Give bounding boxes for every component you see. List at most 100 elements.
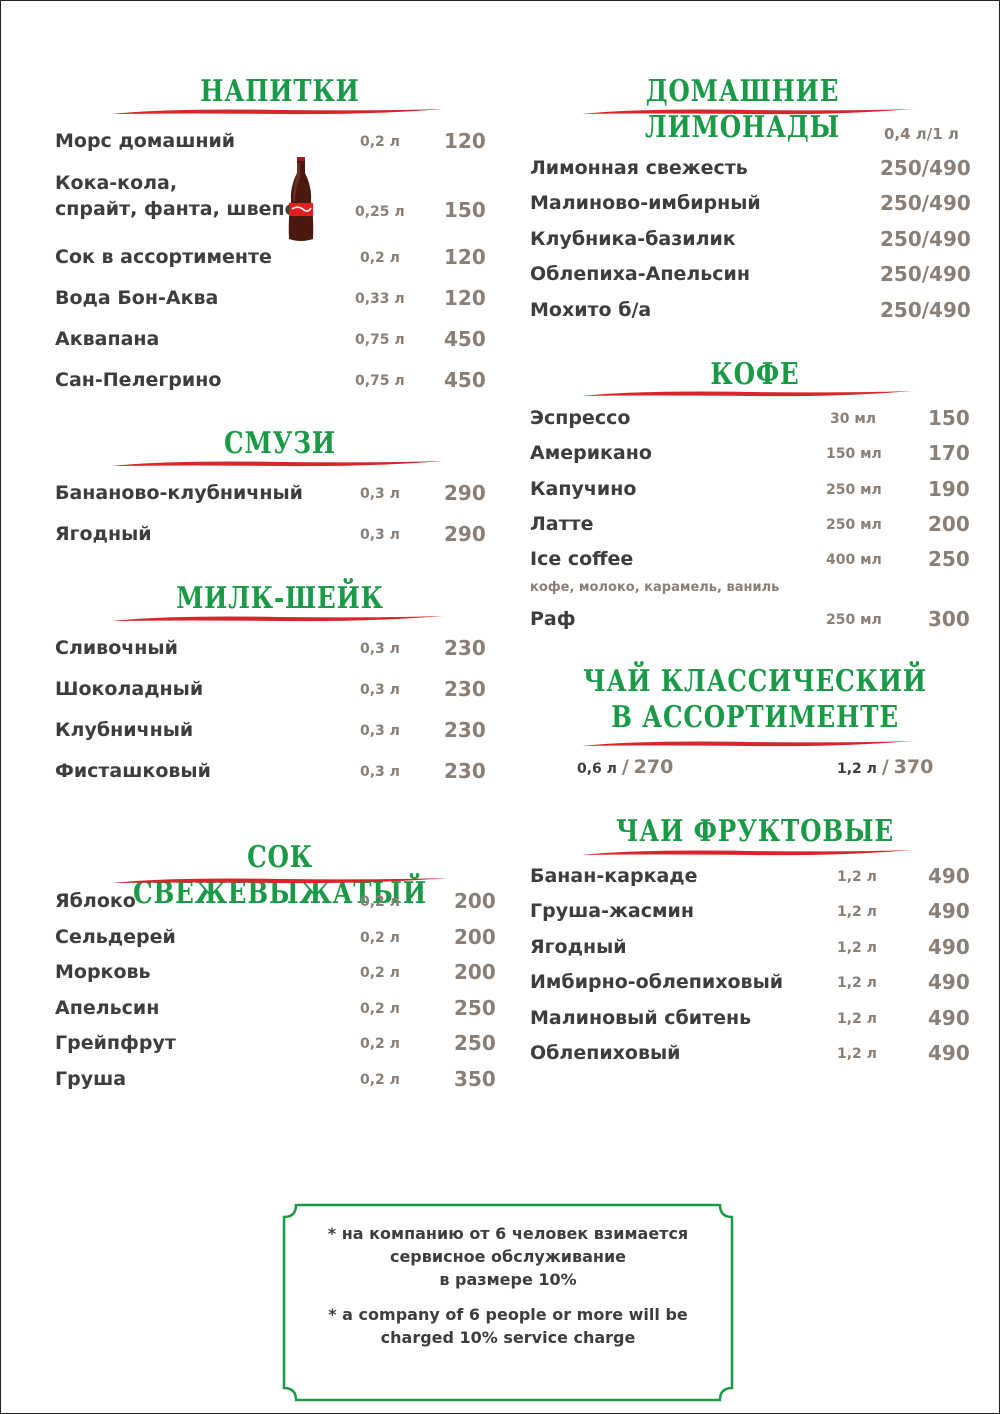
menu-item: Сельдерей 0,2 л 200 [55, 925, 496, 955]
price-separator: / [881, 756, 889, 778]
service-note-ru-line2: сервисное обслуживание [389, 1247, 627, 1266]
menu-item: Клубничный 0,3 л 230 [55, 718, 486, 748]
item-volume: 0,75 л [355, 373, 405, 389]
item-name: Малиново-имбирный [530, 192, 761, 214]
item-price: 250 [454, 1031, 496, 1055]
menu-item: Капучино 250 мл 190 [530, 477, 970, 507]
item-name: Груша [55, 1068, 127, 1090]
menu-item: Шоколадный 0,3 л 230 [55, 677, 486, 707]
item-price: 490 [928, 864, 970, 888]
item-price: 490 [928, 935, 970, 959]
section-title-smuzi: СМУЗИ [224, 426, 336, 461]
item-price: 120 [444, 245, 486, 269]
item-volume: 150 мл [826, 446, 882, 462]
item-name: Лимонная свежесть [530, 157, 748, 179]
item-name: Банан-каркаде [530, 865, 698, 887]
section-title-napitki: НАПИТКИ [200, 74, 360, 109]
item-price: 250/490 [880, 298, 971, 322]
menu-item: Морковь 0,2 л 200 [55, 960, 496, 990]
item-price: 200 [454, 889, 496, 913]
menu-item: Кока-кола, спрайт, фанта, швепс 0,25 л 1… [55, 171, 486, 223]
menu-item: Груша 0,2 л 350 [55, 1067, 496, 1097]
item-price: 190 [928, 477, 970, 501]
item-name: Облепиховый [530, 1042, 681, 1064]
item-volume: 0,2 л [360, 1072, 400, 1088]
item-volume: 0,2 л [360, 894, 400, 910]
item-name: Эспрессо [530, 407, 631, 429]
item-price: 170 [928, 441, 970, 465]
item-volume: 30 мл [830, 411, 877, 427]
item-price: 230 [444, 636, 486, 660]
item-price: 250 [928, 547, 970, 571]
menu-item: Мохито б/а 250/490 [530, 298, 971, 328]
item-volume: 0,2 л [360, 1001, 400, 1017]
item-volume: 0,3 л [360, 764, 400, 780]
menu-item: Раф 250 мл 300 [530, 607, 970, 637]
menu-item: Груша-жасмин 1,2 л 490 [530, 899, 970, 929]
menu-item: Яблоко 0,2 л 200 [55, 889, 496, 919]
item-name: Ice coffee [530, 548, 634, 570]
service-charge-frame [282, 1203, 734, 1402]
item-price: 150 [928, 406, 970, 430]
section-underline [112, 109, 443, 115]
item-price: 290 [444, 522, 486, 546]
section-underline [582, 109, 913, 115]
section-title-tea-fruit: ЧАИ ФРУКТОВЫЕ [615, 814, 894, 849]
item-name: Клубника-базилик [530, 228, 736, 250]
item-name: Сан-Пелегрино [55, 369, 222, 391]
section-underline [582, 741, 913, 747]
item-name: Имбирно-облепиховый [530, 971, 784, 993]
item-name: Яблоко [55, 890, 136, 912]
menu-item: Морс домашний 0,2 л 120 [55, 129, 486, 159]
item-volume: 0,2 л [360, 930, 400, 946]
item-price: 300 [928, 607, 970, 631]
raf-ingredients-note: кофе, молоко, карамель, ваниль [530, 580, 780, 595]
menu-item: Малиновый сбитень 1,2 л 490 [530, 1006, 970, 1036]
tea-size: 1,2 л [837, 761, 877, 777]
item-name: Апельсин [55, 997, 160, 1019]
item-price: 490 [928, 1041, 970, 1065]
tea-price: 370 [893, 756, 934, 778]
item-price: 490 [928, 899, 970, 923]
tea-classic-size-small: 0,6 л / 270 [577, 756, 673, 778]
item-price: 250/490 [880, 262, 971, 286]
item-volume: 0,3 л [360, 723, 400, 739]
item-name: Клубничный [55, 719, 194, 741]
section-underline [112, 461, 443, 467]
item-volume: 1,2 л [837, 904, 877, 920]
item-price: 230 [444, 759, 486, 783]
item-name: Морс домашний [55, 130, 236, 152]
item-price: 200 [454, 960, 496, 984]
item-name: Бананово-клубничный [55, 482, 303, 504]
menu-item: Имбирно-облепиховый 1,2 л 490 [530, 970, 970, 1000]
item-volume: 1,2 л [837, 1046, 877, 1062]
item-volume: 0,2 л [360, 1036, 400, 1052]
section-underline [112, 878, 448, 884]
item-name: Кока-кола, [55, 172, 178, 194]
item-name: Латте [530, 513, 594, 535]
item-price: 250 [454, 996, 496, 1020]
tea-classic-size-large: 1,2 л / 370 [837, 756, 933, 778]
item-volume: 0,2 л [360, 134, 400, 150]
item-name: Американо [530, 442, 652, 464]
item-name: Ягодный [530, 936, 627, 958]
menu-item: Ice coffee 400 мл 250 [530, 547, 970, 577]
item-price: 200 [928, 512, 970, 536]
item-name: Ягодный [55, 523, 152, 545]
section-underline [582, 850, 913, 856]
menu-item: Вода Бон-Аква 0,33 л 120 [55, 286, 486, 316]
item-price: 490 [928, 970, 970, 994]
menu-item: Малиново-имбирный 250/490 [530, 191, 971, 221]
item-volume: 1,2 л [837, 975, 877, 991]
item-volume: 0,33 л [355, 291, 405, 307]
section-underline [582, 391, 913, 397]
coca-cola-bottle-icon [288, 157, 314, 241]
item-volume: 250 мл [826, 482, 882, 498]
menu-item: Американо 150 мл 170 [530, 441, 970, 471]
item-volume: 250 мл [826, 517, 882, 533]
item-volume: 1,2 л [837, 940, 877, 956]
item-volume: 0,2 л [360, 250, 400, 266]
item-name: Раф [530, 608, 576, 630]
item-price: 200 [454, 925, 496, 949]
menu-item: Сан-Пелегрино 0,75 л 450 [55, 368, 486, 398]
